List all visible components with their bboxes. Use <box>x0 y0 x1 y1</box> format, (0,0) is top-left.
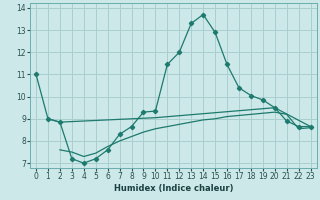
X-axis label: Humidex (Indice chaleur): Humidex (Indice chaleur) <box>114 184 233 193</box>
